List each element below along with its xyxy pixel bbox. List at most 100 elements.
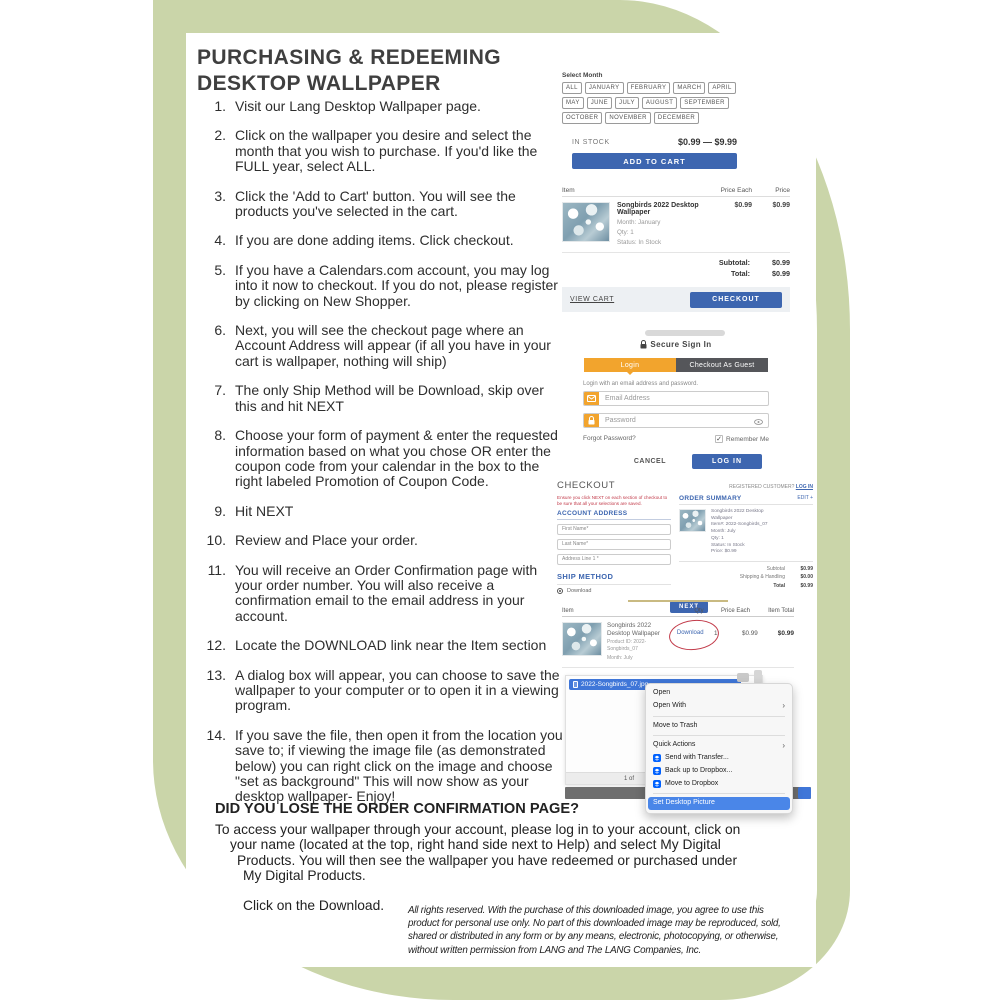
cart-item-qty: Qty: 1 — [617, 228, 634, 236]
summary-line: Status: In Stock — [711, 542, 745, 548]
password-placeholder: Password — [605, 417, 636, 424]
menu-item-label: Open With — [653, 701, 687, 709]
menu-item-label: Move to Trash — [653, 721, 698, 729]
lock-icon — [640, 340, 647, 349]
red-highlight-circle — [667, 617, 721, 653]
month-button[interactable]: JANUARY — [584, 82, 624, 94]
add-to-cart-button[interactable]: ADD TO CART — [572, 153, 737, 169]
month-button[interactable]: DECEMBER — [653, 112, 700, 124]
month-button[interactable]: FEBRUARY — [626, 82, 671, 94]
remember-me[interactable]: ✓ Remember Me — [715, 435, 769, 443]
step-item: 9. Hit NEXT — [200, 502, 564, 519]
title-line-2: DESKTOP WALLPAPER — [197, 72, 441, 96]
month-button-row: OCTOBER NOVEMBER DECEMBER — [562, 112, 747, 124]
cancel-button[interactable]: CANCEL — [633, 458, 666, 465]
address-input[interactable]: Last Name* — [557, 538, 671, 550]
ship-method-option[interactable]: Download — [557, 587, 671, 594]
click-download-line: Click on the Download. — [243, 897, 385, 913]
menu-item-label: Move to Dropbox — [665, 779, 719, 787]
summary-line: Price: $0.99 — [711, 549, 737, 555]
menu-item-label: Back up to Dropbox... — [665, 766, 733, 774]
menu-item-quick-actions[interactable]: Quick Actions › — [646, 739, 792, 752]
address-fields: First Name* Last Name* Address Line 1 * — [557, 523, 671, 565]
step-item: 12. Locate the DOWNLOAD link near the Ite… — [200, 637, 564, 653]
stock-status: IN STOCK — [572, 138, 610, 146]
lost-section-body: To access your wallpaper through your ac… — [202, 822, 802, 884]
tab-checkout-as-guest[interactable]: Checkout As Guest — [676, 358, 768, 372]
month-button[interactable]: JUNE — [586, 97, 613, 109]
step-item: 4. If you are done adding items. Click ch… — [200, 232, 564, 249]
checkout-warning: Ensure you click NEXT on each section of… — [557, 495, 668, 506]
month-button[interactable]: NOVEMBER — [605, 112, 651, 124]
month-button-row: MAY JUNE JULY AUGUST SEPTEMBER — [562, 97, 747, 109]
ship-option-label: Download — [567, 587, 592, 594]
email-placeholder: Email Address — [605, 395, 650, 402]
step-number: 2. — [214, 127, 226, 144]
step-number: 11. — [207, 561, 226, 578]
file-name: 2022-Songbirds_07.jpg — [581, 681, 649, 688]
month-button[interactable]: SEPTEMBER — [680, 97, 729, 109]
address-input[interactable]: Address Line 1 * — [557, 553, 671, 565]
month-button[interactable]: OCTOBER — [562, 112, 603, 124]
remember-me-checkbox[interactable]: ✓ — [715, 435, 724, 443]
menu-item-send-with-transfer[interactable]: Send with Transfer... — [646, 752, 792, 765]
month-button[interactable]: MARCH — [673, 82, 706, 94]
step-text: Visit our Lang Desktop Wallpaper page. — [235, 98, 481, 114]
log-in-link[interactable]: LOG IN — [795, 484, 813, 490]
cropped-heading-fragment — [628, 600, 728, 602]
total-value: $0.00 — [800, 574, 813, 581]
menu-item-set-desktop-picture[interactable]: Set Desktop Picture — [648, 797, 790, 810]
edit-link[interactable]: EDIT + — [797, 495, 813, 501]
title-line-1: PURCHASING & REDEEMING — [197, 46, 501, 69]
scrollbar-fragment[interactable] — [754, 670, 762, 684]
month-button[interactable]: JULY — [615, 97, 639, 109]
checkout-button[interactable]: CHECKOUT — [690, 291, 782, 308]
checkout-left-column: Ensure you click NEXT on each section of… — [557, 495, 671, 594]
download-link[interactable]: Download — [676, 630, 704, 636]
password-field[interactable]: Password — [583, 413, 769, 428]
menu-item-open-with[interactable]: Open With › — [646, 700, 792, 713]
summary-total-row: Shipping & Handling $0.00 — [679, 573, 813, 582]
next-button[interactable]: NEXT — [670, 601, 708, 613]
step-text: Review and Place your order. — [235, 532, 418, 549]
step-number: 3. — [214, 187, 226, 204]
item-info: Songbirds 2022 Desktop Wallpaper Product… — [602, 622, 674, 662]
month-button[interactable]: ALL — [562, 82, 582, 94]
view-cart-link[interactable]: VIEW CART — [570, 296, 615, 304]
total-label: Total — [773, 582, 785, 589]
menu-item-back-up-to-dropbox[interactable]: Back up to Dropbox... — [646, 765, 792, 778]
secure-sign-in-heading: Secure Sign In — [562, 340, 790, 349]
tab-login[interactable]: Login — [584, 358, 676, 375]
menu-item-move-to-dropbox[interactable]: Move to Dropbox — [646, 778, 792, 791]
radio-selected-icon[interactable] — [557, 587, 563, 594]
step-item: 1. Visit our Lang Desktop Wallpaper page. — [200, 98, 564, 114]
item-total: $0.99 — [777, 630, 795, 637]
price-range: $0.99 — $9.99 — [677, 137, 737, 147]
blue-button-fragment — [798, 787, 811, 799]
month-button[interactable]: MAY — [562, 97, 584, 109]
step-number: 1. — [214, 98, 226, 114]
month-button[interactable]: AUGUST — [641, 97, 678, 109]
summary-total-row: Subtotal $0.99 — [679, 565, 813, 574]
total-label: Shipping & Handling — [739, 574, 785, 581]
step-text: If you are done adding items. Click chec… — [235, 232, 514, 249]
forgot-password-link[interactable]: Forgot Password? — [583, 435, 636, 442]
window-control-fragment — [737, 673, 749, 682]
log-in-button[interactable]: LOG IN — [692, 454, 762, 469]
step-number: 6. — [214, 322, 226, 339]
header-qty: Qty — [694, 608, 704, 614]
show-password-icon[interactable] — [754, 414, 768, 427]
checkout-columns: Ensure you click NEXT on each section of… — [557, 495, 813, 613]
month-button[interactable]: APRIL — [708, 82, 736, 94]
step-number: 9. — [214, 502, 226, 519]
ship-method-heading: SHIP METHOD — [557, 572, 671, 585]
email-field[interactable]: Email Address — [583, 391, 769, 406]
summary-line: Qty: 1 — [711, 535, 724, 541]
menu-item-move-to-trash[interactable]: Move to Trash — [646, 720, 792, 733]
address-input[interactable]: First Name* — [557, 523, 671, 535]
step-item: 5. If you have a Calendars.com account, y… — [200, 262, 564, 309]
menu-item-open[interactable]: Open — [646, 687, 792, 700]
step-number: 4. — [214, 232, 226, 249]
total-value: $0.99 — [800, 582, 813, 589]
total-label: Total: — [730, 269, 750, 279]
